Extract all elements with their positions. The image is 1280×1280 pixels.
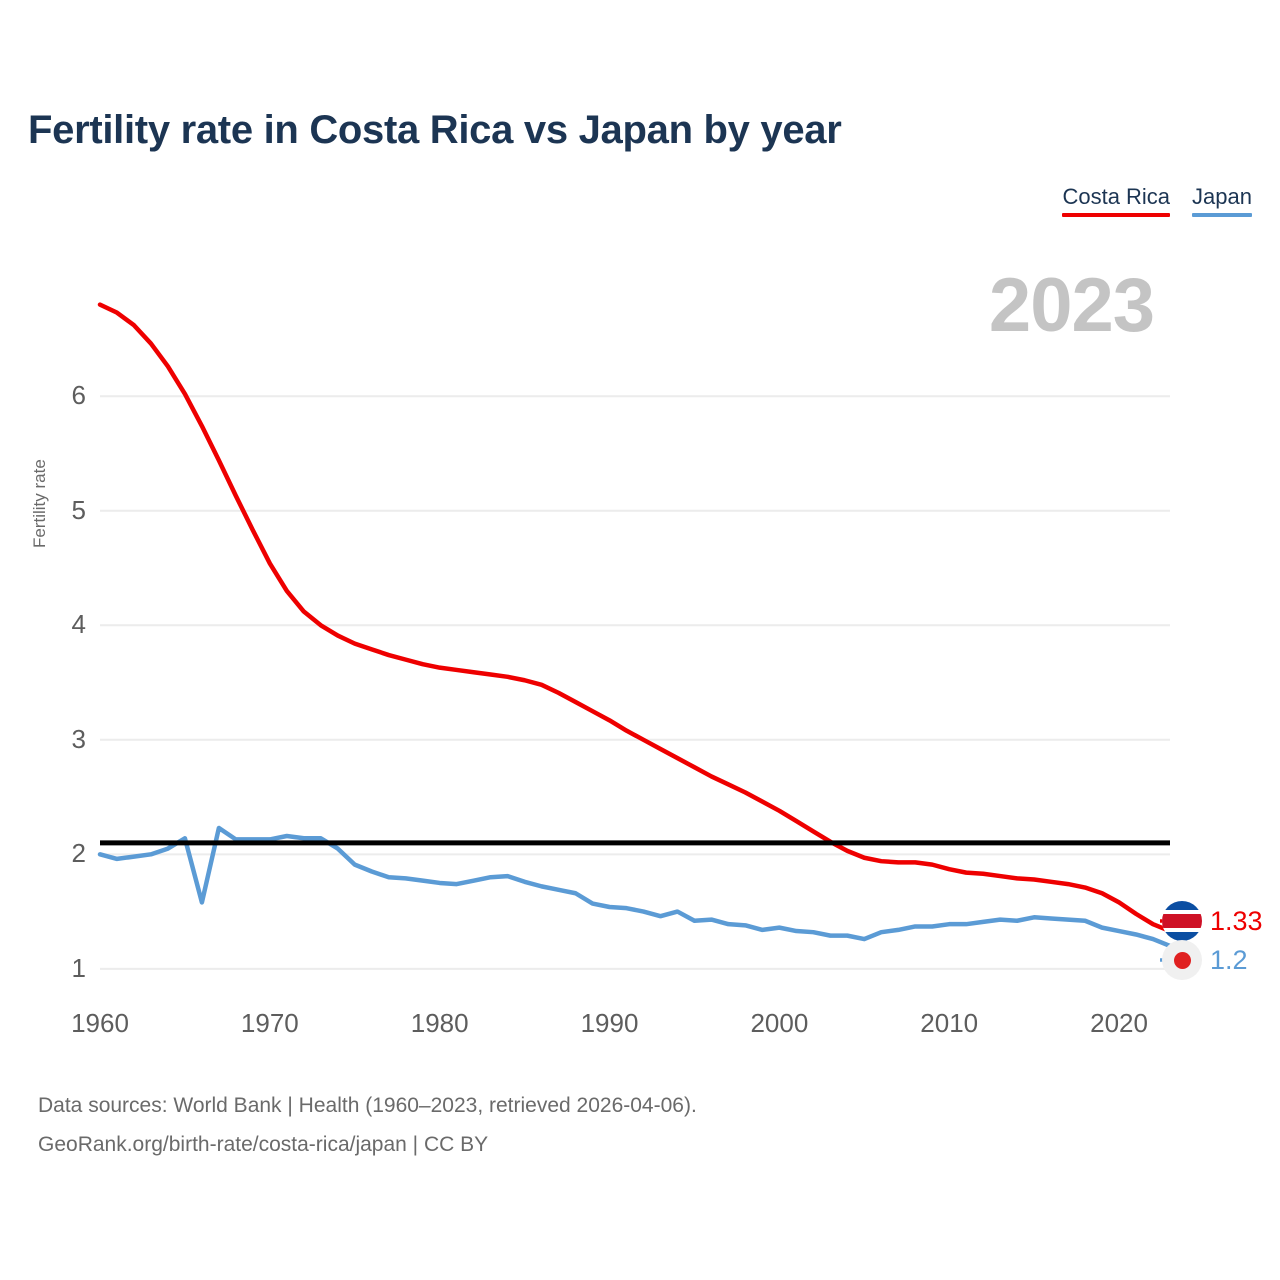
- flag-stripe: [1162, 927, 1202, 933]
- y-axis-tick-label: 3: [71, 723, 86, 754]
- legend-item-japan[interactable]: Japan: [1192, 184, 1252, 217]
- chart-legend: Costa Rica Japan: [1062, 184, 1252, 217]
- y-axis-tick-label: 1: [71, 952, 86, 983]
- y-axis-tick-label: 4: [71, 609, 86, 640]
- x-axis-tick-label: 2000: [750, 1008, 809, 1038]
- endpoint-value-label: 1.2: [1210, 944, 1248, 975]
- legend-label-costa-rica: Costa Rica: [1062, 184, 1171, 209]
- legend-item-costa-rica[interactable]: Costa Rica: [1062, 184, 1171, 217]
- page-title: Fertility rate in Costa Rica vs Japan by…: [28, 108, 842, 152]
- flag-stripe: [1162, 932, 1202, 941]
- x-axis-tick-label: 1960: [71, 1008, 129, 1038]
- japan-flag-icon: [1162, 940, 1202, 980]
- endpoint-marker-japan[interactable]: 1.2: [1162, 940, 1248, 980]
- flag-stripe: [1162, 914, 1202, 928]
- y-axis-tick-label: 2: [71, 838, 86, 869]
- legend-swatch-costa-rica: [1062, 213, 1171, 217]
- costa-rica-flag-icon: [1162, 901, 1202, 941]
- legend-label-japan: Japan: [1192, 184, 1252, 209]
- series-line-costa-rica[interactable]: [97, 302, 1173, 934]
- x-axis-tick-label: 2020: [1090, 1008, 1148, 1038]
- x-axis-tick-label: 1980: [410, 1008, 469, 1038]
- x-axis-tick-label: 1990: [580, 1008, 639, 1038]
- flag-sun-disc: [1173, 951, 1191, 969]
- x-axis-tick-label: 1970: [240, 1008, 299, 1038]
- year-watermark: 2023: [988, 263, 1155, 348]
- flag-stripe: [1162, 901, 1202, 910]
- x-axis-tick-label: 2010: [920, 1008, 979, 1038]
- flag-stripe: [1162, 909, 1202, 915]
- footer-line-sources: Data sources: World Bank | Health (1960–…: [38, 1094, 697, 1117]
- chart-footer: Data sources: World Bank | Health (1960–…: [38, 1086, 697, 1164]
- legend-swatch-japan: [1192, 213, 1252, 217]
- footer-line-attribution: GeoRank.org/birth-rate/costa-rica/japan …: [38, 1133, 489, 1156]
- y-axis-tick-label: 6: [71, 380, 86, 411]
- endpoint-value-label: 1.33: [1210, 905, 1263, 936]
- series-line-japan[interactable]: [97, 825, 1173, 949]
- y-axis-tick-label: 5: [71, 494, 86, 525]
- endpoint-marker-costa-rica[interactable]: 1.33: [1162, 901, 1263, 941]
